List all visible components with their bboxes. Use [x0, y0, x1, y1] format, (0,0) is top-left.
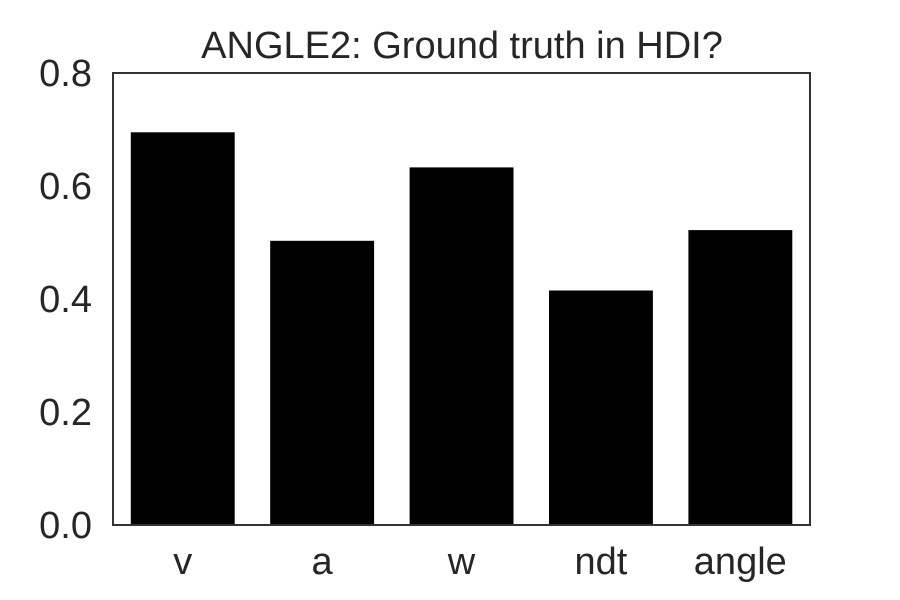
- bar-group: [130, 132, 793, 526]
- y-tick-label: 0.8: [39, 53, 92, 95]
- x-tick-label-angle: angle: [694, 541, 787, 583]
- bar-v: [130, 132, 235, 526]
- bar-ndt: [549, 290, 653, 525]
- bar-angle: [688, 230, 793, 525]
- chart-title: ANGLE2: Ground truth in HDI?: [201, 25, 723, 67]
- plot-frame: [112, 72, 811, 526]
- bar-w: [409, 167, 514, 525]
- y-axis-ticks: 0.0 0.2 0.4 0.6 0.8: [39, 53, 92, 547]
- bar-a: [270, 240, 375, 526]
- x-tick-label-w: w: [447, 541, 476, 583]
- y-tick-label: 0.0: [39, 505, 92, 547]
- y-tick-label: 0.2: [39, 392, 92, 434]
- y-tick-label: 0.4: [39, 279, 92, 321]
- x-axis-ticks: v a w ndt angle: [173, 541, 787, 583]
- x-tick-label-ndt: ndt: [574, 541, 627, 583]
- x-tick-label-a: a: [312, 541, 334, 583]
- x-tick-label-v: v: [173, 541, 192, 583]
- y-tick-label: 0.6: [39, 166, 92, 208]
